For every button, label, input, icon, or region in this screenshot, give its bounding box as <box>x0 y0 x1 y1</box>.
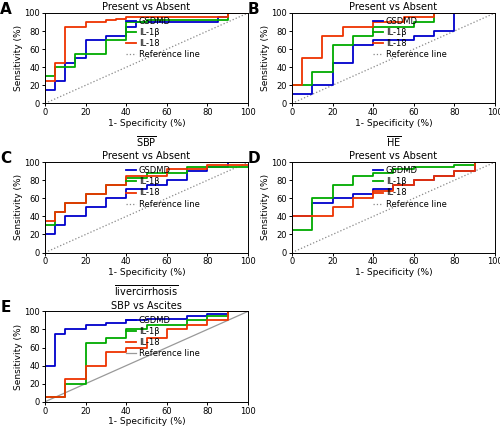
Title: $\overline{\mathregular{Ascites}}$
Present vs Absent: $\overline{\mathregular{Ascites}}$ Prese… <box>102 0 190 12</box>
X-axis label: 1- Specificity (%): 1- Specificity (%) <box>354 268 432 277</box>
X-axis label: 1- Specificity (%): 1- Specificity (%) <box>108 417 186 426</box>
Text: E: E <box>0 301 10 315</box>
Legend: GSDMD, IL-1β, IL-18, Reference line: GSDMD, IL-1β, IL-18, Reference line <box>126 166 200 209</box>
Title: $\overline{\mathregular{EV}}$
Present vs Absent: $\overline{\mathregular{EV}}$ Present vs… <box>350 0 438 12</box>
Text: A: A <box>0 2 12 17</box>
Y-axis label: Sensitivity (%): Sensitivity (%) <box>261 25 270 91</box>
X-axis label: 1- Specificity (%): 1- Specificity (%) <box>108 268 186 277</box>
Legend: GSDMD, IL-1β, IL-18, Reference line: GSDMD, IL-1β, IL-18, Reference line <box>373 17 446 59</box>
Y-axis label: Sensitivity (%): Sensitivity (%) <box>261 174 270 241</box>
Text: B: B <box>247 2 259 17</box>
Y-axis label: Sensitivity (%): Sensitivity (%) <box>14 25 23 91</box>
Legend: GSDMD, IL-1β, IL-18, Reference line: GSDMD, IL-1β, IL-18, Reference line <box>373 166 446 209</box>
Text: C: C <box>0 151 12 166</box>
Title: $\overline{\mathregular{SBP}}$
Present vs Absent: $\overline{\mathregular{SBP}}$ Present v… <box>102 134 190 162</box>
Title: $\overline{\mathregular{liver cirrhosis}}$
SBP vs Ascites: $\overline{\mathregular{liver cirrhosis}… <box>111 283 182 311</box>
Y-axis label: Sensitivity (%): Sensitivity (%) <box>14 324 23 390</box>
X-axis label: 1- Specificity (%): 1- Specificity (%) <box>354 119 432 127</box>
Text: D: D <box>247 151 260 166</box>
Legend: GSDMD, IL-1β, IL-18, Reference line: GSDMD, IL-1β, IL-18, Reference line <box>126 315 200 358</box>
Title: $\overline{\mathregular{HE}}$
Present vs Absent: $\overline{\mathregular{HE}}$ Present vs… <box>350 134 438 162</box>
Y-axis label: Sensitivity (%): Sensitivity (%) <box>14 174 23 241</box>
Legend: GSDMD, IL-1β, IL-18, Reference line: GSDMD, IL-1β, IL-18, Reference line <box>126 17 200 59</box>
X-axis label: 1- Specificity (%): 1- Specificity (%) <box>108 119 186 127</box>
